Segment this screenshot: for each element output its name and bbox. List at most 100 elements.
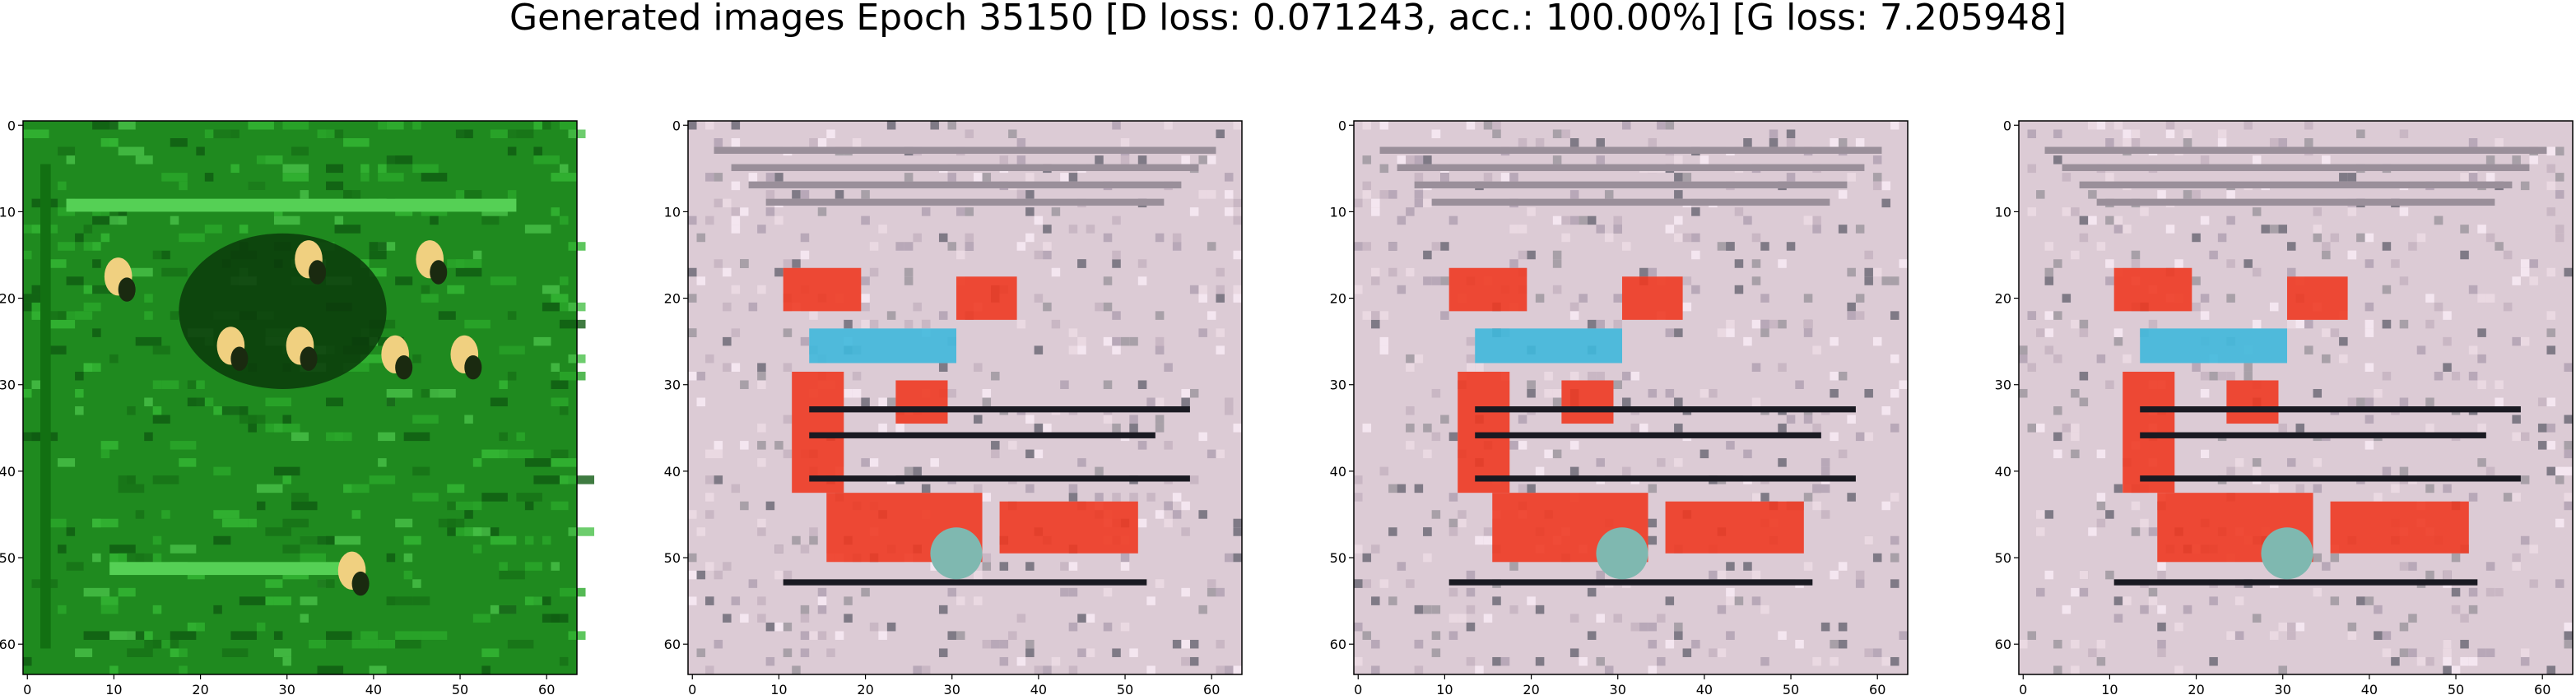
pixel-noise [2217,129,2227,139]
cyan-region [809,328,956,364]
pixel-noise [878,631,887,640]
pixel-noise [1552,285,1562,294]
pixel-noise [2088,190,2097,199]
pixel-noise [92,285,119,294]
pixel-noise [1483,173,1493,182]
dark-stroke [809,406,1190,413]
pixel-noise [378,432,396,442]
red-region [1561,380,1614,424]
pixel-noise [1216,294,1225,303]
pixel-noise [100,596,119,605]
pixel-noise [386,155,413,164]
pixel-noise [1112,345,1121,354]
pixel-noise [1812,215,1821,225]
pixel-noise [1103,380,1113,389]
y-tick-label: 20 [0,291,16,307]
pixel-noise [273,215,300,225]
pixel-noise [2123,138,2132,147]
pixel-noise [1596,138,1605,147]
pixel-noise [1051,319,1061,329]
pixel-noise [1051,267,1061,277]
pixel-noise [999,562,1009,571]
pixel-noise [2339,354,2348,364]
pixel-noise [472,614,491,623]
pixel-noise [1207,155,1216,164]
pixel-noise [982,553,992,563]
pixel-noise [481,665,491,674]
pixel-noise [696,276,706,285]
pixel-noise [213,535,231,545]
pixel-noise [83,242,93,251]
pixel-noise [2105,138,2114,147]
pixel-noise [714,475,723,484]
pixel-noise [1552,250,1562,260]
pixel-noise [1181,501,1190,511]
pixel-noise [844,596,853,605]
frame-line [1414,181,1848,189]
pixel-noise [1786,138,1796,147]
pixel-noise [956,207,965,216]
pixel-noise [705,665,714,674]
pixel-noise [1448,614,1458,623]
y-tick-label: 50 [0,550,16,566]
pixel-noise [757,424,766,433]
pixel-noise [455,129,473,139]
x-tick-label: 0 [688,682,696,695]
pixel-noise [1838,622,1848,632]
pixel-noise [2512,553,2521,563]
pixel-noise [1569,302,1579,312]
pixel-noise [1830,138,1839,147]
pixel-noise [2546,146,2555,156]
pixel-noise [1189,207,1199,216]
pixel-noise [1674,622,1683,632]
pixel-noise [1354,622,1363,632]
pixel-noise [1552,129,1562,139]
pixel-noise [1112,215,1121,225]
pixel-noise [904,242,914,251]
pixel-noise [2157,190,2166,199]
pixel-noise [852,138,862,147]
pixel-noise [533,146,542,156]
pixel-noise [109,631,136,640]
pixel-noise [869,267,879,277]
pixel-noise [1569,648,1579,657]
pixel-noise [1509,605,1518,614]
x-tick-label: 60 [538,682,555,695]
pixel-noise [1016,319,1026,329]
pixel-noise [1137,441,1147,450]
pixel-noise [1760,319,1769,329]
shadow-spot [300,346,318,371]
pixel-noise [507,371,517,381]
pixel-noise [2200,155,2210,164]
pixel-noise [127,406,136,415]
pixel-noise [2485,466,2495,476]
pixel-noise [49,259,67,268]
pixel-noise [2425,397,2434,407]
pixel-noise [2131,527,2141,536]
pixel-noise [1431,276,1441,285]
pixel-noise [1872,336,1882,346]
pixel-noise [1207,449,1216,459]
pixel-noise [1362,121,1372,130]
pixel-noise [1129,336,1138,346]
pixel-noise [1518,138,1527,147]
pixel-noise [49,518,67,528]
pixel-noise [100,233,110,243]
pixel-noise [326,397,344,407]
pixel-noise [1207,311,1216,320]
pixel-noise [2529,579,2538,588]
pixel-noise [1198,510,1207,519]
pixel-noise [542,535,551,545]
pixel-noise [965,242,974,251]
teal-blob [930,527,983,580]
pixel-noise [974,484,983,493]
pixel-noise [2564,622,2573,632]
pixel-noise [1095,302,1104,312]
pixel-noise [2495,138,2504,147]
pixel-noise [974,363,983,372]
pixel-noise [774,622,783,632]
pixel-noise [551,449,569,459]
pixel-noise [1155,424,1165,433]
pixel-noise [1397,562,1407,571]
pixel-noise [2113,215,2123,225]
